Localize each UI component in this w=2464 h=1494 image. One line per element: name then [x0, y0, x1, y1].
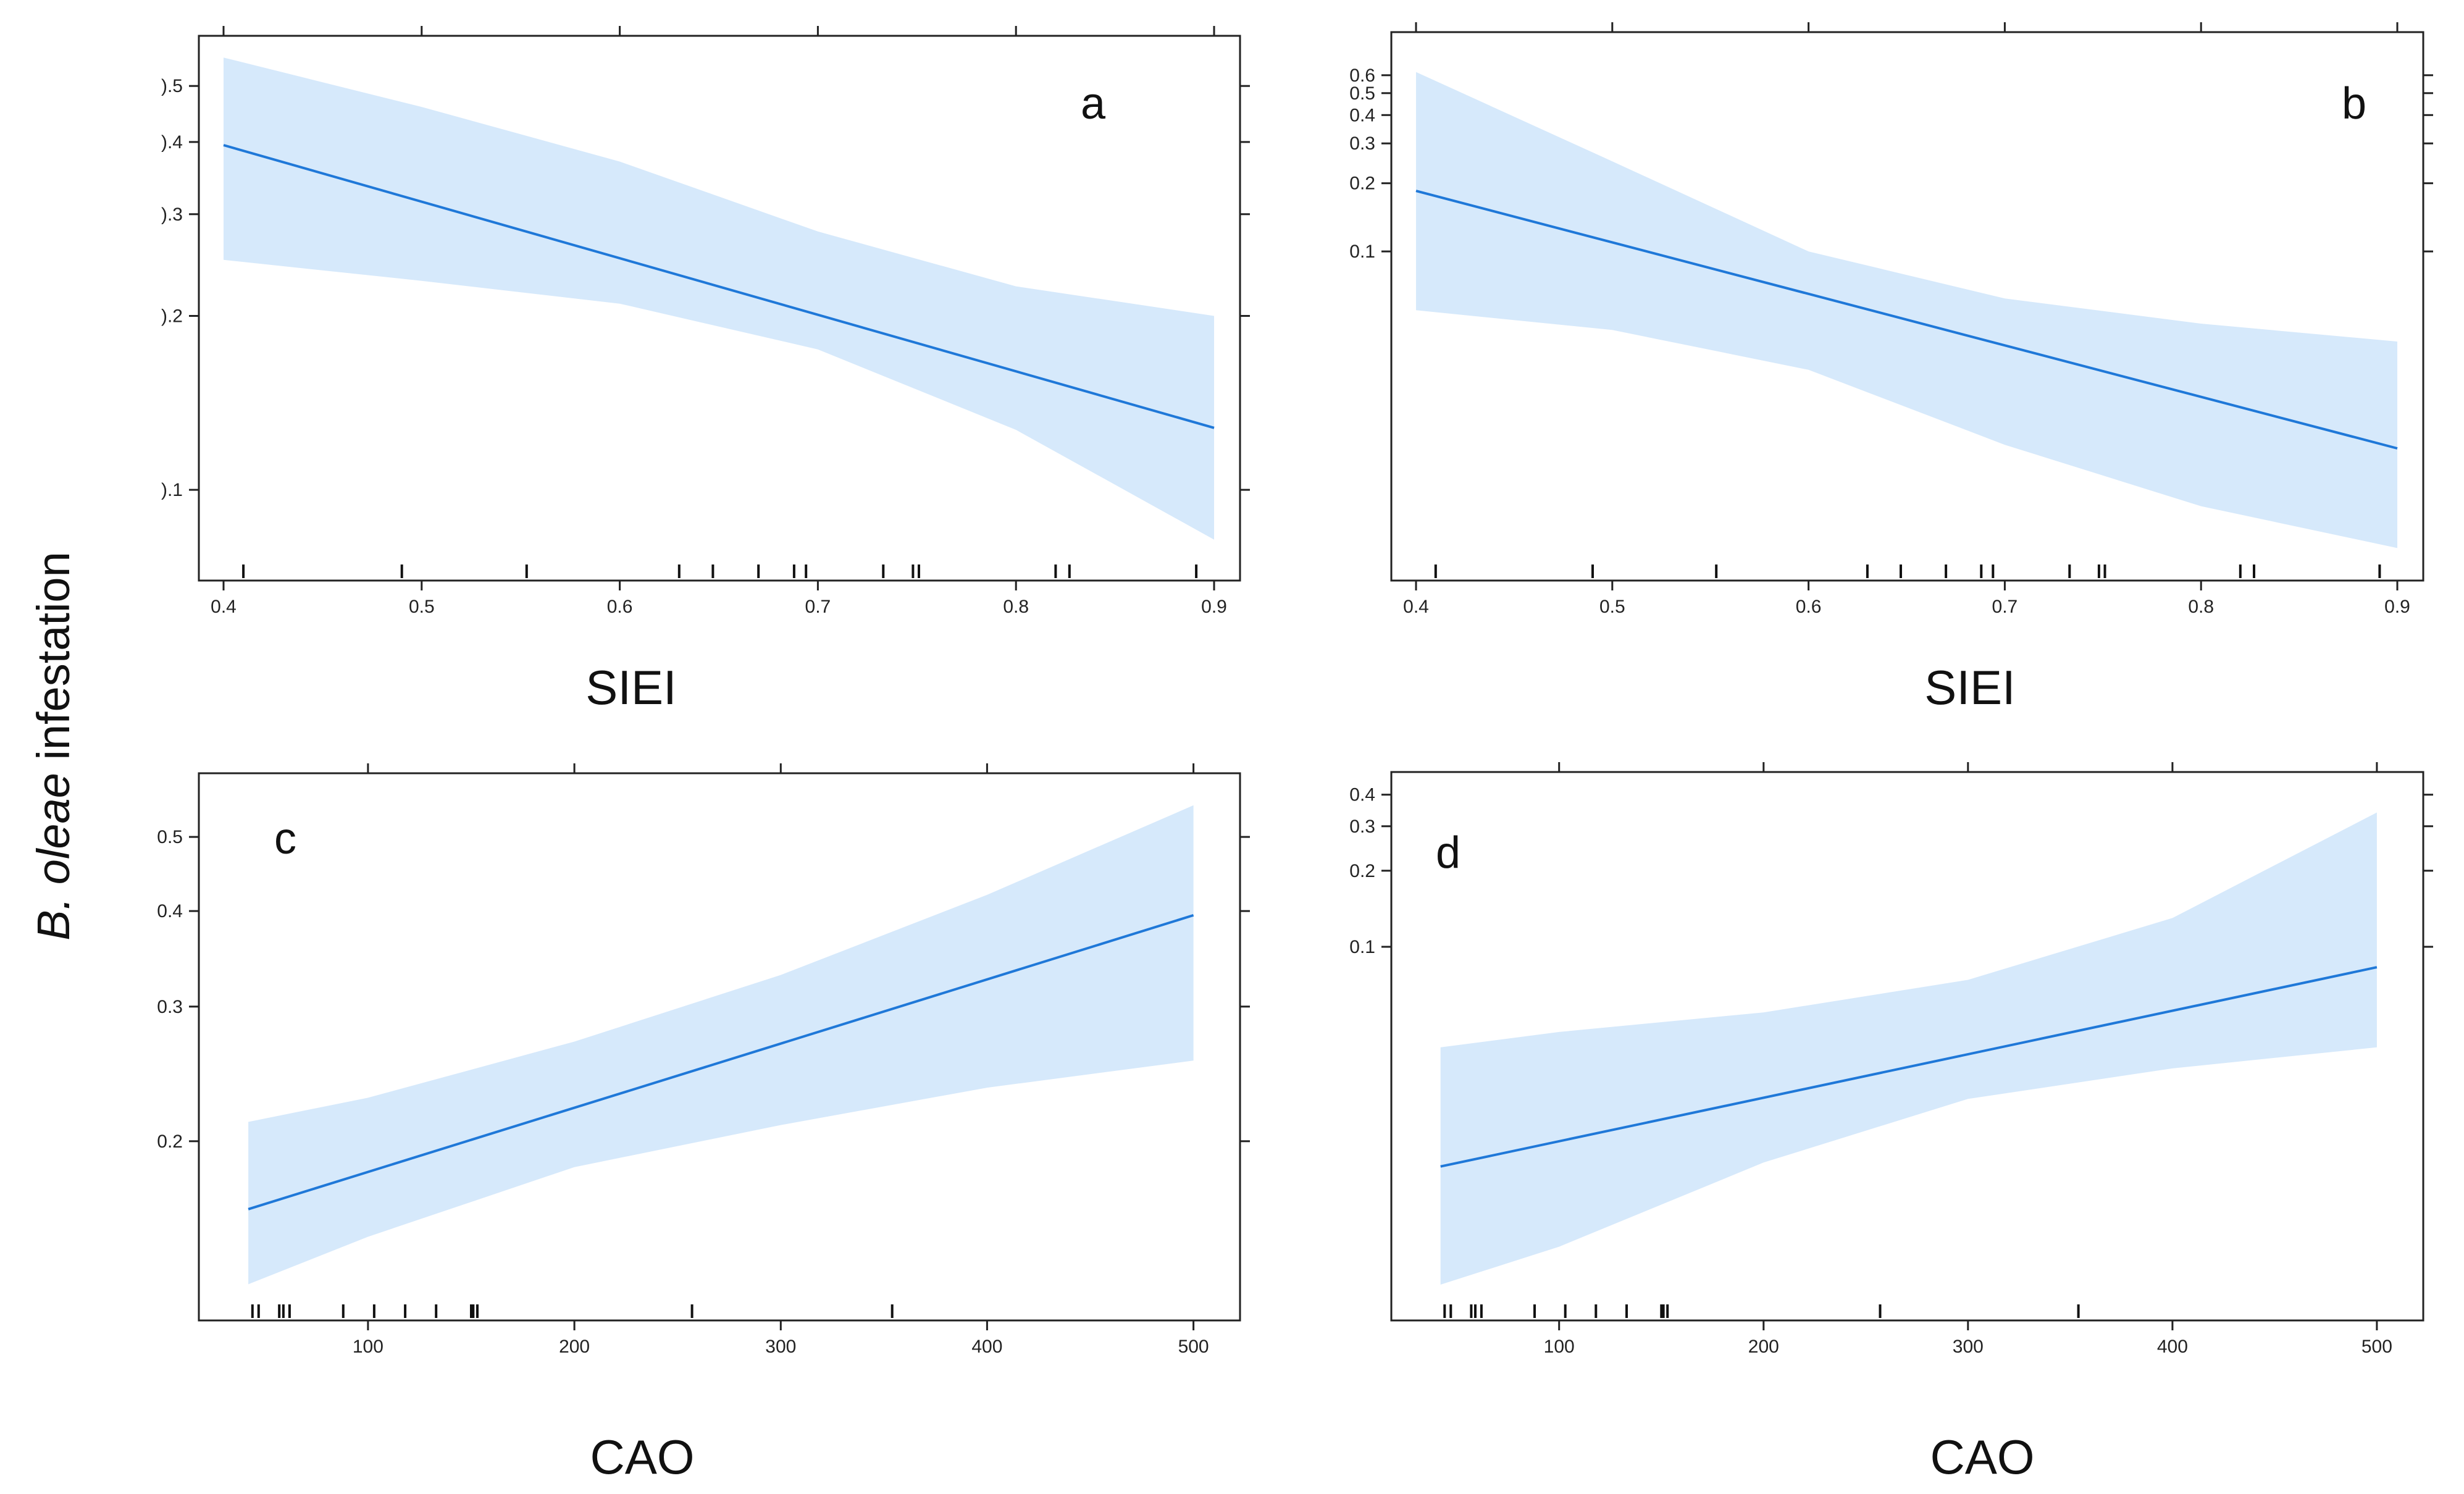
x-axis-title: CAO [590, 1430, 694, 1484]
x-tick-label: 0.9 [1201, 597, 1227, 617]
x-tick-label: 400 [971, 1337, 1002, 1357]
x-tick-label: 400 [2157, 1337, 2188, 1357]
x-tick-label: 0.4 [211, 597, 237, 617]
confidence-band [248, 805, 1194, 1285]
y-tick-label: 0.3 [157, 997, 183, 1017]
panel-letter: c [274, 814, 296, 863]
y-tick-label: ).2 [161, 306, 183, 327]
fit-line [223, 144, 1215, 429]
x-tick-label: 0.5 [1599, 597, 1625, 617]
x-tick-label: 0.5 [409, 597, 435, 617]
panel-a: 0.4 0.5 0.6 0.7 0.8 0.9 ).1 ).2 ).3 ).4 ).5 SIEI a [161, 26, 1250, 715]
panel-b: 0.4 0.5 0.6 0.7 0.8 0.90.10.20.30.40.50.6SIEI… [1349, 22, 2433, 715]
panel-letter: a [1081, 79, 1106, 128]
y-tick-label: 0.2 [1349, 861, 1375, 881]
plot-frame [198, 35, 1241, 582]
confidence-band [224, 57, 1214, 540]
y-tick-label: 0.6 [1349, 65, 1375, 86]
y-axis-label: B. oleae infestation [28, 552, 79, 940]
x-tick-label: 100 [353, 1337, 383, 1357]
y-tick-label: 0.4 [1349, 105, 1375, 125]
panel-c: 100 200 300 400 500 0.2 0.3 0.4 0.5 CAO c [157, 763, 1250, 1484]
x-tick-label: 100 [1544, 1337, 1575, 1357]
panel-letter: d [1436, 828, 1460, 878]
x-axis-title: CAO [1930, 1430, 2034, 1484]
x-tick-label: 200 [1748, 1337, 1779, 1357]
y-tick-label: ).3 [161, 204, 183, 225]
y-tick-label: 0.2 [157, 1131, 183, 1152]
y-tick-label: 0.2 [1349, 174, 1375, 194]
x-tick-label: 300 [765, 1337, 796, 1357]
confidence-band [1440, 812, 2377, 1285]
plot-frame [198, 772, 1241, 1322]
y-tick-label: ).5 [161, 76, 183, 96]
x-tick-label: 0.7 [1992, 597, 2018, 617]
y-tick-label: ).4 [161, 132, 183, 153]
y-tick-label: 0.5 [157, 827, 183, 847]
panel-letter: b [2342, 79, 2366, 128]
fit-line [1440, 966, 2378, 1168]
x-tick-label: 0.6 [607, 597, 633, 617]
y-tick-label: 0.4 [157, 901, 183, 921]
y-tick-label: 0.4 [1349, 785, 1375, 805]
x-tick-label: 0.8 [2188, 597, 2214, 617]
x-tick-label: 0.4 [1403, 597, 1429, 617]
x-tick-label: 0.8 [1003, 597, 1029, 617]
x-tick-label: 0.9 [2384, 597, 2410, 617]
y-tick-label: 0.3 [1349, 816, 1375, 837]
x-tick-label: 300 [1953, 1337, 1984, 1357]
fit-line [248, 913, 1194, 1211]
panel-d: 100 200 300 400 500 0.1 0.2 0.3 0.4 CAO d [1349, 762, 2433, 1484]
x-tick-label: 200 [559, 1337, 590, 1357]
y-tick-label: 0.1 [1349, 937, 1375, 957]
y-tick-label: 0.3 [1349, 133, 1375, 154]
x-axis-title: SIEI [1924, 660, 2015, 715]
x-tick-label: 0.6 [1796, 597, 1822, 617]
x-tick-label: 500 [1178, 1337, 1209, 1357]
y-tick-label: 0.1 [1349, 241, 1375, 262]
x-axis-title: SIEI [585, 660, 676, 715]
plot-frame [1390, 771, 2424, 1322]
y-tick-label: 0.5 [1349, 83, 1375, 104]
x-tick-label: 500 [2361, 1337, 2392, 1357]
confidence-band [1416, 72, 2397, 548]
x-tick-label: 0.7 [805, 597, 831, 617]
y-tick-label: ).1 [161, 480, 183, 500]
fit-line [1415, 190, 2398, 450]
plot-frame [1390, 31, 2424, 582]
